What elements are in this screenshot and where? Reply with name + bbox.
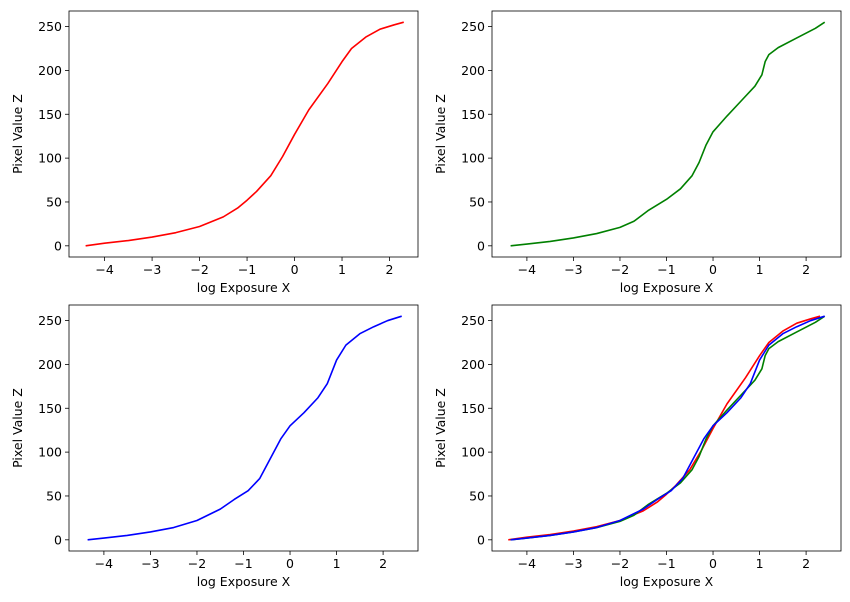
x-tick-label: −1 <box>657 262 675 277</box>
y-tick-label: 150 <box>38 401 62 416</box>
x-tick-label: 1 <box>756 556 764 571</box>
y-tick-label: 0 <box>54 238 62 253</box>
x-tick-label: −3 <box>564 556 582 571</box>
x-tick-label: −3 <box>141 556 159 571</box>
x-tick-label: −3 <box>564 262 582 277</box>
y-axis-label: Pixel Value Z <box>433 388 448 468</box>
y-tick-label: 250 <box>38 313 62 328</box>
y-tick-label: 200 <box>461 357 485 372</box>
x-tick-label: −4 <box>95 556 113 571</box>
x-axis-label: log Exposure X <box>197 574 291 589</box>
series-line-1 <box>87 315 402 541</box>
series-line-1 <box>85 21 404 247</box>
y-tick-label: 150 <box>461 107 485 122</box>
y-tick-label: 50 <box>469 194 485 209</box>
x-tick-label: −1 <box>657 556 675 571</box>
x-tick-label: −2 <box>190 262 208 277</box>
chart-panel-3: −4 −3 −2 −1 0 1 2 0 50 100 150 200 250 log Exposure X… <box>10 304 419 589</box>
x-tick-label: −1 <box>234 556 252 571</box>
chart-panel-1: −4 −3 −2 −1 0 1 2 0 50 100 150 200 250 log Exposure X… <box>10 10 419 295</box>
y-tick-label: 100 <box>461 445 485 460</box>
x-tick-label: −1 <box>238 262 256 277</box>
x-axis-label: log Exposure X <box>620 574 714 589</box>
y-tick-label: 100 <box>38 445 62 460</box>
x-tick-label: −2 <box>611 556 629 571</box>
y-tick-label: 250 <box>461 19 485 34</box>
y-tick-label: 200 <box>38 63 62 78</box>
y-axis-label: Pixel Value Z <box>10 94 25 174</box>
x-tick-label: −4 <box>95 262 113 277</box>
x-tick-label: 0 <box>291 262 299 277</box>
y-tick-label: 0 <box>54 532 62 547</box>
y-tick-label: 50 <box>46 488 62 503</box>
x-tick-label: −4 <box>518 262 536 277</box>
y-tick-label: 150 <box>38 107 62 122</box>
x-tick-label: −2 <box>188 556 206 571</box>
x-tick-label: 2 <box>802 556 810 571</box>
y-tick-label: 0 <box>477 238 485 253</box>
chart-panel-2: −4 −3 −2 −1 0 1 2 0 50 100 150 200 250 log Exposure X… <box>433 10 842 295</box>
y-tick-label: 50 <box>46 194 62 209</box>
x-tick-label: 0 <box>709 262 717 277</box>
chart-panel-4: −4 −3 −2 −1 0 1 2 0 50 100 150 200 250 log Exposure X… <box>433 304 842 589</box>
y-axis-label: Pixel Value Z <box>433 94 448 174</box>
x-tick-label: 1 <box>338 262 346 277</box>
x-tick-label: 0 <box>286 556 294 571</box>
y-tick-label: 100 <box>461 151 485 166</box>
x-tick-label: −2 <box>611 262 629 277</box>
series-line-3 <box>510 315 825 541</box>
y-tick-label: 200 <box>461 63 485 78</box>
y-axis-label: Pixel Value Z <box>10 388 25 468</box>
x-tick-label: 2 <box>386 262 394 277</box>
x-tick-label: 1 <box>756 262 764 277</box>
x-axis-label: log Exposure X <box>197 280 291 295</box>
y-tick-label: 250 <box>461 313 485 328</box>
y-tick-label: 150 <box>461 401 485 416</box>
x-tick-label: 0 <box>709 556 717 571</box>
x-tick-label: −3 <box>143 262 161 277</box>
series-line-1 <box>508 315 821 541</box>
y-tick-label: 250 <box>38 19 62 34</box>
x-tick-label: 2 <box>802 262 810 277</box>
y-tick-label: 50 <box>469 488 485 503</box>
y-tick-label: 100 <box>38 151 62 166</box>
y-tick-label: 200 <box>38 357 62 372</box>
x-tick-label: 2 <box>379 556 387 571</box>
x-axis-label: log Exposure X <box>620 280 714 295</box>
y-tick-label: 0 <box>477 532 485 547</box>
series-line-1 <box>510 21 826 247</box>
x-tick-label: 1 <box>333 556 341 571</box>
axes-frame <box>68 10 419 258</box>
x-tick-label: −4 <box>518 556 536 571</box>
